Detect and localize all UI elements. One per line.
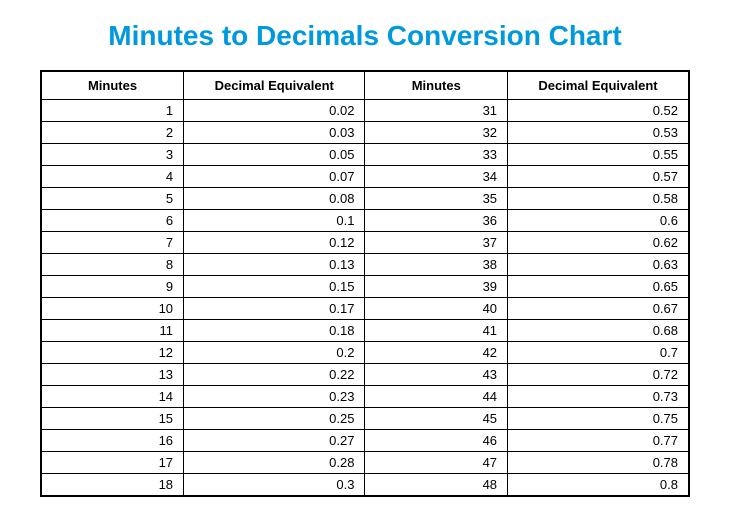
- table-cell: 0.55: [508, 144, 689, 166]
- table-cell: 0.72: [508, 364, 689, 386]
- table-cell: 0.07: [184, 166, 365, 188]
- table-cell: 0.58: [508, 188, 689, 210]
- table-cell: 48: [365, 474, 508, 497]
- col-header-decimal-1: Decimal Equivalent: [184, 71, 365, 100]
- table-cell: 8: [41, 254, 184, 276]
- table-cell: 0.15: [184, 276, 365, 298]
- table-cell: 0.12: [184, 232, 365, 254]
- table-cell: 38: [365, 254, 508, 276]
- table-cell: 14: [41, 386, 184, 408]
- table-row: 140.23440.73: [41, 386, 689, 408]
- table-cell: 16: [41, 430, 184, 452]
- table-cell: 0.6: [508, 210, 689, 232]
- page-title: Minutes to Decimals Conversion Chart: [40, 20, 690, 52]
- table-cell: 0.75: [508, 408, 689, 430]
- table-cell: 39: [365, 276, 508, 298]
- table-cell: 6: [41, 210, 184, 232]
- table-cell: 47: [365, 452, 508, 474]
- table-cell: 42: [365, 342, 508, 364]
- table-cell: 0.67: [508, 298, 689, 320]
- table-cell: 0.18: [184, 320, 365, 342]
- table-cell: 15: [41, 408, 184, 430]
- table-row: 10.02310.52: [41, 100, 689, 122]
- table-row: 70.12370.62: [41, 232, 689, 254]
- table-row: 20.03320.53: [41, 122, 689, 144]
- table-cell: 40: [365, 298, 508, 320]
- table-cell: 2: [41, 122, 184, 144]
- table-cell: 0.77: [508, 430, 689, 452]
- table-cell: 43: [365, 364, 508, 386]
- table-cell: 0.27: [184, 430, 365, 452]
- table-cell: 0.05: [184, 144, 365, 166]
- table-row: 90.15390.65: [41, 276, 689, 298]
- table-cell: 0.63: [508, 254, 689, 276]
- table-cell: 32: [365, 122, 508, 144]
- table-cell: 10: [41, 298, 184, 320]
- table-cell: 0.2: [184, 342, 365, 364]
- table-cell: 0.25: [184, 408, 365, 430]
- table-cell: 33: [365, 144, 508, 166]
- table-cell: 18: [41, 474, 184, 497]
- table-cell: 0.8: [508, 474, 689, 497]
- table-cell: 3: [41, 144, 184, 166]
- table-cell: 0.62: [508, 232, 689, 254]
- table-row: 150.25450.75: [41, 408, 689, 430]
- table-cell: 0.13: [184, 254, 365, 276]
- table-cell: 0.28: [184, 452, 365, 474]
- table-row: 100.17400.67: [41, 298, 689, 320]
- table-cell: 13: [41, 364, 184, 386]
- table-cell: 17: [41, 452, 184, 474]
- table-cell: 1: [41, 100, 184, 122]
- table-cell: 7: [41, 232, 184, 254]
- table-row: 180.3480.8: [41, 474, 689, 497]
- table-cell: 11: [41, 320, 184, 342]
- col-header-minutes-1: Minutes: [41, 71, 184, 100]
- table-cell: 0.7: [508, 342, 689, 364]
- table-cell: 35: [365, 188, 508, 210]
- table-cell: 0.23: [184, 386, 365, 408]
- table-row: 130.22430.72: [41, 364, 689, 386]
- table-cell: 0.73: [508, 386, 689, 408]
- table-row: 170.28470.78: [41, 452, 689, 474]
- table-cell: 0.02: [184, 100, 365, 122]
- table-cell: 37: [365, 232, 508, 254]
- col-header-minutes-2: Minutes: [365, 71, 508, 100]
- table-row: 120.2420.7: [41, 342, 689, 364]
- table-cell: 12: [41, 342, 184, 364]
- table-header-row: Minutes Decimal Equivalent Minutes Decim…: [41, 71, 689, 100]
- table-cell: 0.78: [508, 452, 689, 474]
- table-cell: 31: [365, 100, 508, 122]
- table-cell: 44: [365, 386, 508, 408]
- table-cell: 0.3: [184, 474, 365, 497]
- table-cell: 0.1: [184, 210, 365, 232]
- conversion-table: Minutes Decimal Equivalent Minutes Decim…: [40, 70, 690, 497]
- table-cell: 5: [41, 188, 184, 210]
- table-cell: 0.17: [184, 298, 365, 320]
- table-cell: 46: [365, 430, 508, 452]
- table-row: 30.05330.55: [41, 144, 689, 166]
- table-cell: 9: [41, 276, 184, 298]
- table-cell: 0.57: [508, 166, 689, 188]
- table-row: 40.07340.57: [41, 166, 689, 188]
- table-cell: 41: [365, 320, 508, 342]
- table-cell: 0.22: [184, 364, 365, 386]
- table-cell: 36: [365, 210, 508, 232]
- table-cell: 45: [365, 408, 508, 430]
- table-row: 80.13380.63: [41, 254, 689, 276]
- table-row: 50.08350.58: [41, 188, 689, 210]
- table-cell: 0.03: [184, 122, 365, 144]
- table-cell: 0.65: [508, 276, 689, 298]
- table-row: 160.27460.77: [41, 430, 689, 452]
- table-cell: 0.53: [508, 122, 689, 144]
- table-row: 60.1360.6: [41, 210, 689, 232]
- col-header-decimal-2: Decimal Equivalent: [508, 71, 689, 100]
- table-cell: 34: [365, 166, 508, 188]
- table-cell: 0.68: [508, 320, 689, 342]
- table-cell: 4: [41, 166, 184, 188]
- table-row: 110.18410.68: [41, 320, 689, 342]
- table-cell: 0.08: [184, 188, 365, 210]
- table-cell: 0.52: [508, 100, 689, 122]
